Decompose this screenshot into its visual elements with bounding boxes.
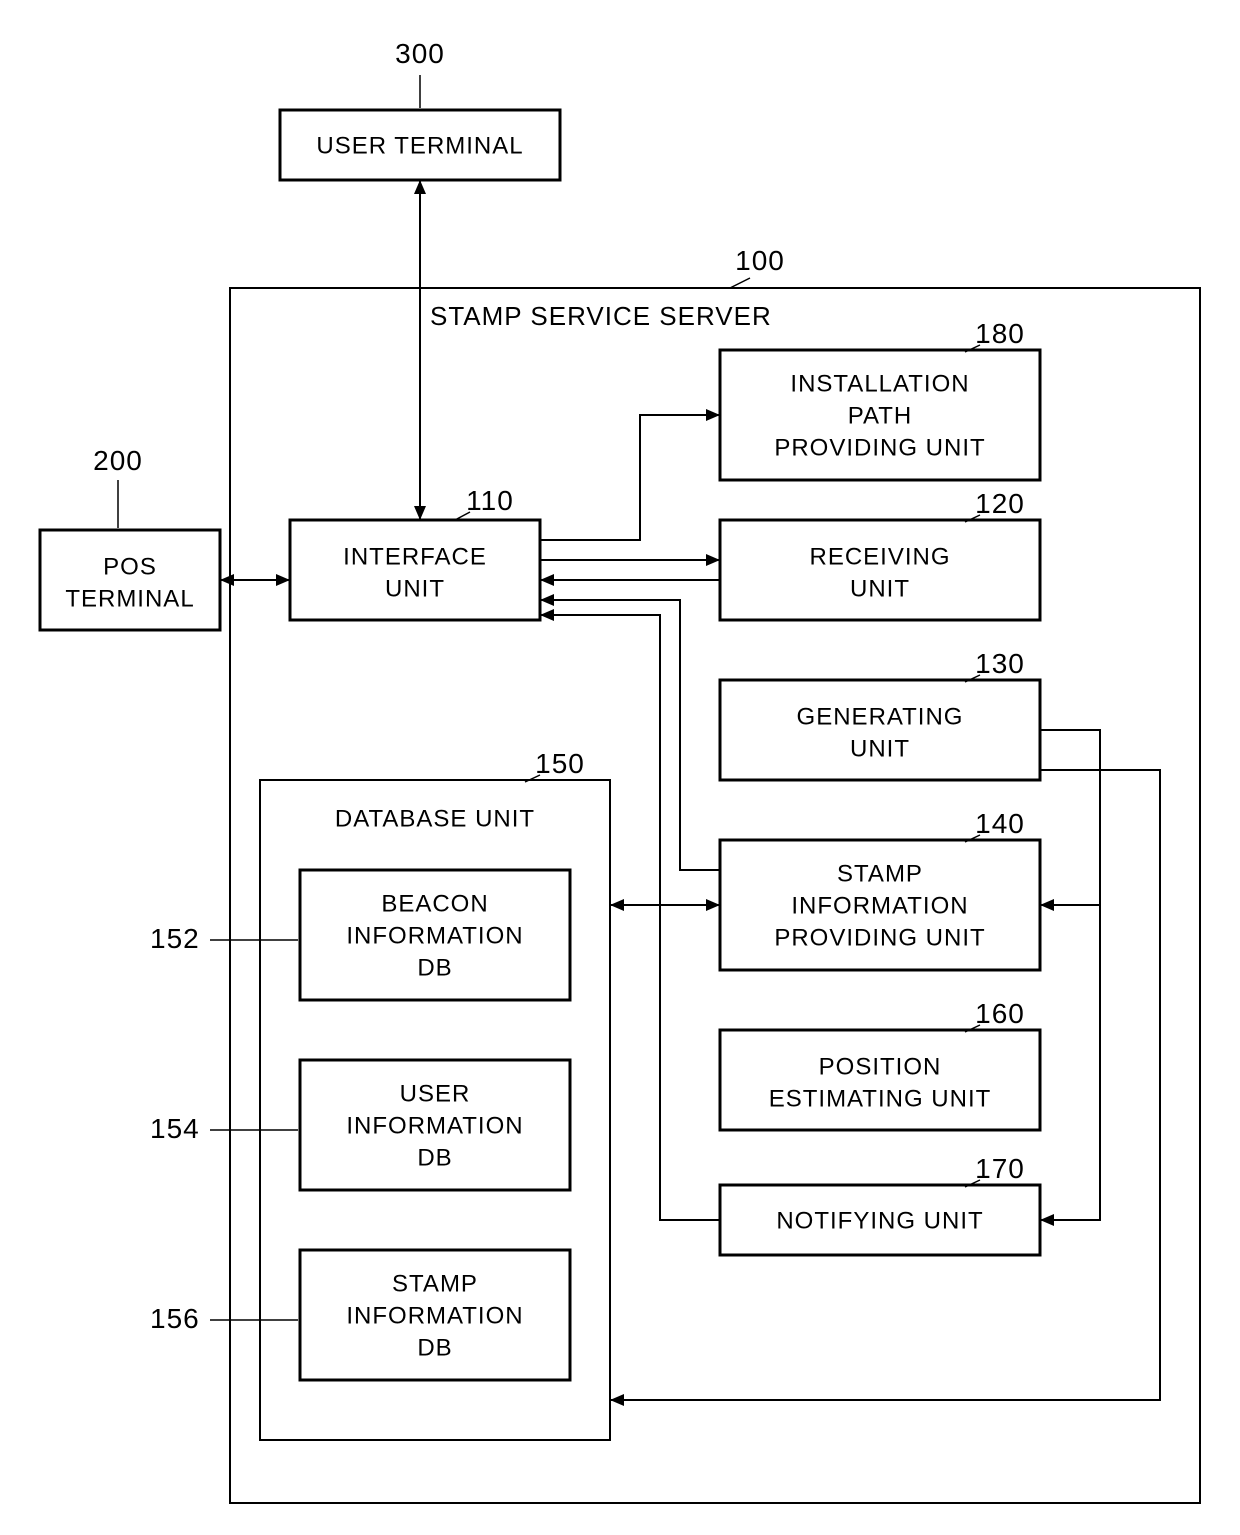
server-title: STAMP SERVICE SERVER bbox=[430, 301, 772, 331]
ref-140: 140 bbox=[975, 808, 1025, 839]
notifying-unit-label-line1: NOTIFYING UNIT bbox=[776, 1207, 983, 1234]
ref-152: 152 bbox=[150, 923, 200, 954]
user-terminal-label-line1: USER TERMINAL bbox=[316, 132, 523, 159]
ref-120: 120 bbox=[975, 488, 1025, 519]
receiving-unit-label-line2: UNIT bbox=[850, 575, 910, 602]
beacon-db-label-line2: INFORMATION bbox=[346, 922, 523, 949]
position-estimating-label-line2: ESTIMATING UNIT bbox=[769, 1085, 992, 1112]
ref-110: 110 bbox=[466, 485, 514, 516]
user-db-label-line2: INFORMATION bbox=[346, 1112, 523, 1139]
ref-156: 156 bbox=[150, 1303, 200, 1334]
stamp-db-label-line3: DB bbox=[417, 1334, 452, 1361]
installation-path-label-line1: INSTALLATION bbox=[790, 370, 969, 397]
beacon-db-label-line1: BEACON bbox=[381, 890, 488, 917]
ref-180: 180 bbox=[975, 318, 1025, 349]
ref-150: 150 bbox=[535, 748, 585, 779]
ref-130: 130 bbox=[975, 648, 1025, 679]
ref-200: 200 bbox=[93, 445, 143, 476]
stamp-info-providing-label-line1: STAMP bbox=[837, 860, 923, 887]
interface-unit-label-line1: INTERFACE bbox=[343, 543, 487, 570]
user-db-label-line1: USER bbox=[400, 1080, 471, 1107]
generating-unit-label-line2: UNIT bbox=[850, 735, 910, 762]
stamp-info-providing-label-line3: PROVIDING UNIT bbox=[774, 924, 985, 951]
pos-terminal-label-line1: POS bbox=[103, 553, 157, 580]
installation-path-label-line2: PATH bbox=[848, 402, 912, 429]
position-estimating-label-line1: POSITION bbox=[819, 1053, 942, 1080]
receiving-unit-label-line1: RECEIVING bbox=[809, 543, 950, 570]
ref-160: 160 bbox=[975, 998, 1025, 1029]
user-db-label-line3: DB bbox=[417, 1144, 452, 1171]
generating-unit-label-line1: GENERATING bbox=[797, 703, 964, 730]
installation-path-label-line3: PROVIDING UNIT bbox=[774, 434, 985, 461]
interface-unit-label-line2: UNIT bbox=[385, 575, 445, 602]
stamp-info-providing-label-line2: INFORMATION bbox=[791, 892, 968, 919]
beacon-db-label-line3: DB bbox=[417, 954, 452, 981]
ref-100: 100 bbox=[735, 245, 785, 276]
stamp-db-label-line2: INFORMATION bbox=[346, 1302, 523, 1329]
stamp-db-label-line1: STAMP bbox=[392, 1270, 478, 1297]
pos-terminal-label-line2: TERMINAL bbox=[65, 585, 194, 612]
ref-300: 300 bbox=[395, 38, 445, 69]
ref-170: 170 bbox=[975, 1153, 1025, 1184]
database-unit-title: DATABASE UNIT bbox=[335, 805, 535, 832]
ref-154: 154 bbox=[150, 1113, 200, 1144]
